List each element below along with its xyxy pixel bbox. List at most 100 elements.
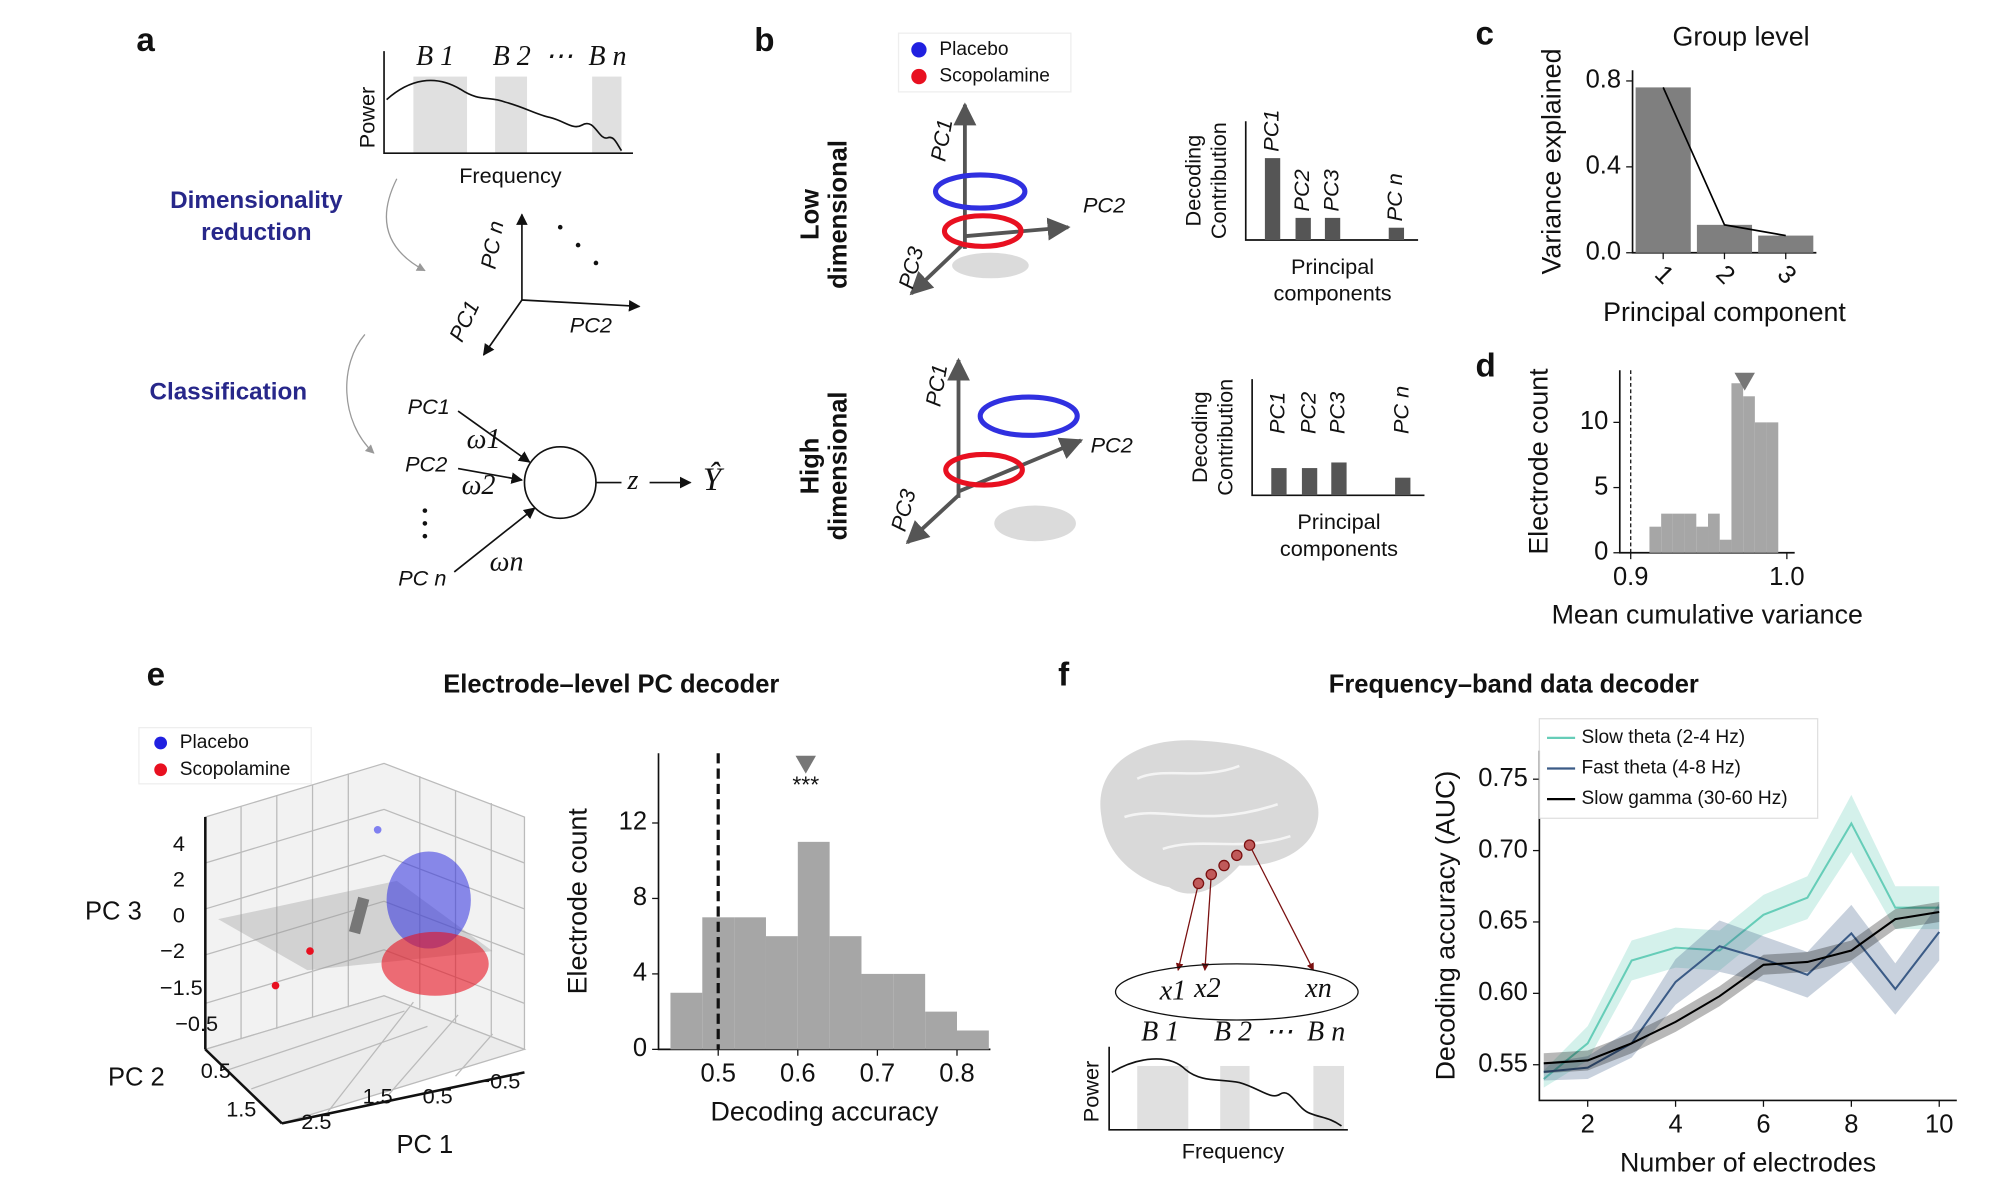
- axis-label: Frequency: [1182, 1139, 1285, 1164]
- y-tick-label: 0.0: [1586, 238, 1621, 266]
- pc-label: PC1: [925, 117, 957, 163]
- x-tick-label: 4: [1668, 1111, 1682, 1139]
- prediction-label: Ŷ: [703, 461, 725, 498]
- outlier: [271, 981, 280, 990]
- row-label: Low: [796, 189, 824, 240]
- weight-arrow: [453, 507, 536, 573]
- scopolamine-cloud: [381, 931, 489, 996]
- y-tick-label: 0.4: [1586, 152, 1621, 180]
- band-label: B 1: [1141, 1016, 1179, 1047]
- bar: [1271, 468, 1287, 496]
- y-label: Decoding: [1180, 135, 1205, 227]
- feature-set: [1114, 963, 1359, 1021]
- panel-f-diagram: x1 x2 xn B 1 B 2 ⋯ B n Power Frequency: [1078, 740, 1359, 1164]
- bar: [1661, 513, 1673, 553]
- error-band: [1543, 903, 1940, 1081]
- pc-axis: [964, 217, 1071, 241]
- dot: [593, 260, 599, 266]
- y-tick-label: 0.60: [1478, 978, 1528, 1006]
- neuron: [523, 445, 597, 520]
- legend-text: Fast theta (4-8 Hz): [1581, 758, 1740, 779]
- x-tick-label: 1: [1649, 260, 1679, 290]
- panel-label: a: [136, 22, 155, 59]
- dot: [422, 508, 428, 513]
- ellipsis: ⋯: [1265, 1016, 1293, 1047]
- electrode-arrow: [1175, 883, 1200, 971]
- electrode-label: x2: [1193, 973, 1221, 1004]
- bar: [1696, 224, 1753, 253]
- y-tick-label: 0.8: [1586, 66, 1621, 94]
- bar-label: PC2: [1295, 392, 1320, 434]
- step-label: reduction: [201, 219, 311, 246]
- weight-label: ωn: [490, 547, 524, 578]
- tick-label: −1.5: [160, 975, 203, 1000]
- flow-arrow: [346, 334, 375, 454]
- pc-label: PC1: [920, 362, 952, 408]
- pc-label: PC2: [1083, 193, 1125, 218]
- x-label: Principal: [1291, 254, 1374, 279]
- bar: [1719, 539, 1732, 553]
- tick-label: 4: [173, 831, 185, 856]
- trend-line: [1662, 87, 1786, 237]
- y-label: Contribution: [1212, 379, 1237, 496]
- placebo-cloud: [386, 851, 471, 949]
- bar: [1743, 396, 1755, 553]
- x-tick-label: 0.5: [700, 1060, 735, 1088]
- tick-label: 0.5: [201, 1058, 231, 1083]
- y-tick-label: 0: [1594, 538, 1608, 566]
- bar: [1635, 87, 1691, 253]
- x-tick-label: 2: [1710, 260, 1740, 290]
- bar: [1301, 468, 1318, 496]
- bar: [1295, 217, 1311, 240]
- axis-label: PC 3: [85, 898, 142, 926]
- bar-label: PC3: [1325, 392, 1350, 434]
- bar: [1754, 422, 1767, 553]
- row-label: dimensional: [825, 140, 853, 289]
- band-label: B n: [588, 41, 626, 72]
- flow-arrow: [385, 178, 426, 272]
- tick-label: 1.5: [226, 1096, 256, 1121]
- row-label: dimensional: [825, 392, 853, 541]
- tick-label: −0.5: [478, 1068, 521, 1093]
- median-marker: [795, 755, 816, 774]
- x-tick-label: 6: [1756, 1111, 1770, 1139]
- dot: [422, 533, 428, 539]
- panel-label: b: [754, 22, 774, 59]
- pc-axis: [521, 299, 641, 312]
- band-shade: [1137, 1065, 1189, 1130]
- bar: [1758, 235, 1814, 253]
- y-tick-label: 8: [633, 883, 647, 911]
- scopolamine-loop: [941, 213, 1024, 249]
- panel-e-3d-text: Placebo Scopolamine PC 3 PC 2 PC 1 4 2 0…: [85, 732, 520, 1159]
- weight-label: ω2: [462, 470, 496, 501]
- y-axis-label: Variance explained: [1536, 49, 1566, 275]
- axis-label: Power: [354, 87, 379, 148]
- electrode: [1192, 877, 1205, 890]
- scopolamine-loop: [943, 451, 1025, 488]
- dot: [422, 521, 428, 526]
- legend-text: Scopolamine: [939, 66, 1050, 87]
- pc-axis: [482, 299, 523, 356]
- x-axis-label: Mean cumulative variance: [1552, 600, 1863, 630]
- axis-label: PC 1: [397, 1131, 454, 1159]
- pc-label: PC2: [570, 313, 612, 338]
- input-label: PC2: [405, 452, 447, 477]
- bar: [797, 841, 830, 1050]
- tick-label: −2: [160, 938, 185, 963]
- legend-box: [897, 32, 1072, 93]
- axis-label: PC 2: [108, 1063, 165, 1091]
- bar: [1331, 462, 1347, 496]
- bar-label: PC1: [1258, 110, 1283, 152]
- median-marker: [1734, 372, 1755, 391]
- bar: [1649, 526, 1662, 553]
- tick-label: 0.5: [423, 1084, 453, 1109]
- tick-label: 2.5: [301, 1109, 331, 1134]
- error-band: [1543, 794, 1940, 1088]
- y-tick-label: 5: [1594, 472, 1608, 500]
- outlier: [373, 825, 382, 834]
- x-tick-label: 10: [1925, 1111, 1953, 1139]
- legend-text: Scopolamine: [180, 759, 291, 780]
- y-tick-label: 4: [633, 959, 647, 987]
- step-label: Classification: [149, 379, 307, 406]
